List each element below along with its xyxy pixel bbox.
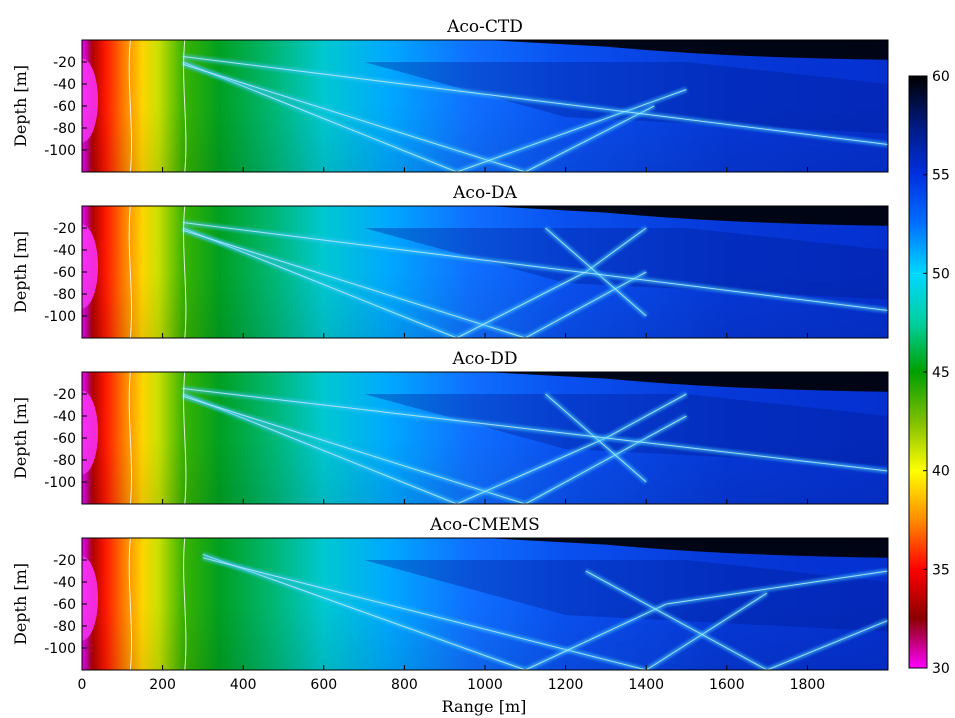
colorbar-tick-label: 50	[932, 266, 950, 282]
panel-3: Aco-DD -20 -40 -60 -80 -100 Depth [m]	[11, 349, 889, 505]
contour-line-1	[128, 372, 132, 504]
contour-line-1	[128, 206, 132, 338]
x-tick-label: 600	[310, 677, 337, 693]
x-tick-label: 1000	[467, 677, 503, 693]
colorbar-tick-label: 45	[932, 365, 950, 381]
x-tick-label: 1800	[790, 677, 826, 693]
panel-title: Aco-CMEMS	[429, 515, 540, 535]
colorbar-tick-label: 30	[932, 661, 950, 677]
y-tick-label: -20	[53, 387, 76, 403]
y-axis-label: Depth [m]	[11, 397, 30, 479]
y-tick-label: -20	[53, 55, 76, 71]
x-tick-label: 400	[230, 677, 257, 693]
y-tick-label: -100	[44, 143, 76, 159]
beam-contour-3	[456, 271, 586, 338]
y-tick-label: -100	[44, 641, 76, 657]
beam-contour-3	[456, 89, 687, 172]
y-tick-label: -20	[53, 553, 76, 569]
y-tick-label: -80	[53, 453, 76, 469]
y-axis-label: Depth [m]	[11, 65, 30, 147]
y-tick-label: -20	[53, 221, 76, 237]
colorbar-tick-label: 40	[932, 464, 950, 480]
y-tick-label: -40	[53, 77, 76, 93]
y-tick-label: -60	[53, 265, 76, 281]
beam-contour-4	[525, 105, 655, 172]
beam-contour-5	[645, 592, 768, 670]
panel-4: Aco-CMEMS -20 -40 -60 -80 -100 Depth [m] 0 200 40…	[11, 515, 889, 693]
panel-title: Aco-DD	[451, 349, 517, 369]
y-tick-label: -60	[53, 597, 76, 613]
contour-line-2	[183, 372, 187, 504]
heatmap-field	[82, 538, 888, 670]
beam-contour-2	[182, 229, 526, 338]
x-axis-label: Range [m]	[442, 697, 527, 716]
beam-contour-7	[766, 620, 888, 670]
heatmap-field	[82, 40, 888, 172]
beam-contour-7	[182, 388, 888, 472]
y-tick-label: -100	[44, 475, 76, 491]
contour-line-1	[128, 538, 132, 670]
contour-line-2	[183, 40, 187, 172]
y-tick-label: -40	[53, 243, 76, 259]
y-axis-label: Depth [m]	[11, 231, 30, 313]
y-tick-label: -60	[53, 431, 76, 447]
beam-contour-2	[182, 63, 526, 172]
x-tick-label: 1200	[548, 677, 584, 693]
colorbar-tick-label: 60	[932, 69, 950, 85]
heatmap-field	[82, 372, 888, 504]
beam-contour-2	[202, 557, 647, 670]
panels-group: Aco-CTD -20 -40 -60 -80 -100 Depth [m] Aco-DA -2…	[11, 17, 889, 693]
colorbar-tick-label: 55	[932, 168, 950, 184]
heatmap-field	[82, 206, 888, 338]
beam-contour-3	[525, 603, 667, 670]
y-axis-label: Depth [m]	[11, 563, 30, 645]
colorbar: 30 35 40 45 50 55 60	[908, 69, 950, 677]
beam-contour-4	[585, 227, 647, 273]
beam-contour-4	[605, 393, 687, 439]
contour-line-2	[183, 538, 187, 670]
x-tick-label: 0	[78, 677, 87, 693]
beam-contour-5	[525, 271, 647, 338]
beam-contour-4	[666, 570, 888, 605]
y-tick-label: -80	[53, 287, 76, 303]
x-tick-label: 1400	[628, 677, 664, 693]
y-tick-label: -40	[53, 575, 76, 591]
beam-contour-3	[456, 437, 607, 504]
x-tick-label: 1600	[709, 677, 745, 693]
colorbar-tick-label: 35	[932, 562, 950, 578]
beam-contour-2	[182, 395, 526, 504]
x-tick-label: 800	[391, 677, 418, 693]
beam-contour-6	[585, 570, 768, 670]
beam-contour-5	[182, 56, 888, 145]
y-tick-label: -40	[53, 409, 76, 425]
y-tick-label: -60	[53, 99, 76, 115]
beam-contour-5	[525, 415, 687, 504]
panel-title: Aco-CTD	[446, 17, 523, 37]
panel-1: Aco-CTD -20 -40 -60 -80 -100 Depth [m]	[11, 17, 889, 173]
y-tick-label: -80	[53, 121, 76, 137]
beam-contour-7	[182, 222, 888, 311]
x-tick-label: 200	[149, 677, 176, 693]
panel-title: Aco-DA	[452, 183, 517, 203]
contour-line-1	[128, 40, 132, 172]
y-tick-label: -80	[53, 619, 76, 635]
contour-line-2	[183, 206, 187, 338]
y-tick-label: -100	[44, 309, 76, 325]
panel-2: Aco-DA -20 -40 -60 -80 -100 Depth [m]	[11, 183, 889, 339]
